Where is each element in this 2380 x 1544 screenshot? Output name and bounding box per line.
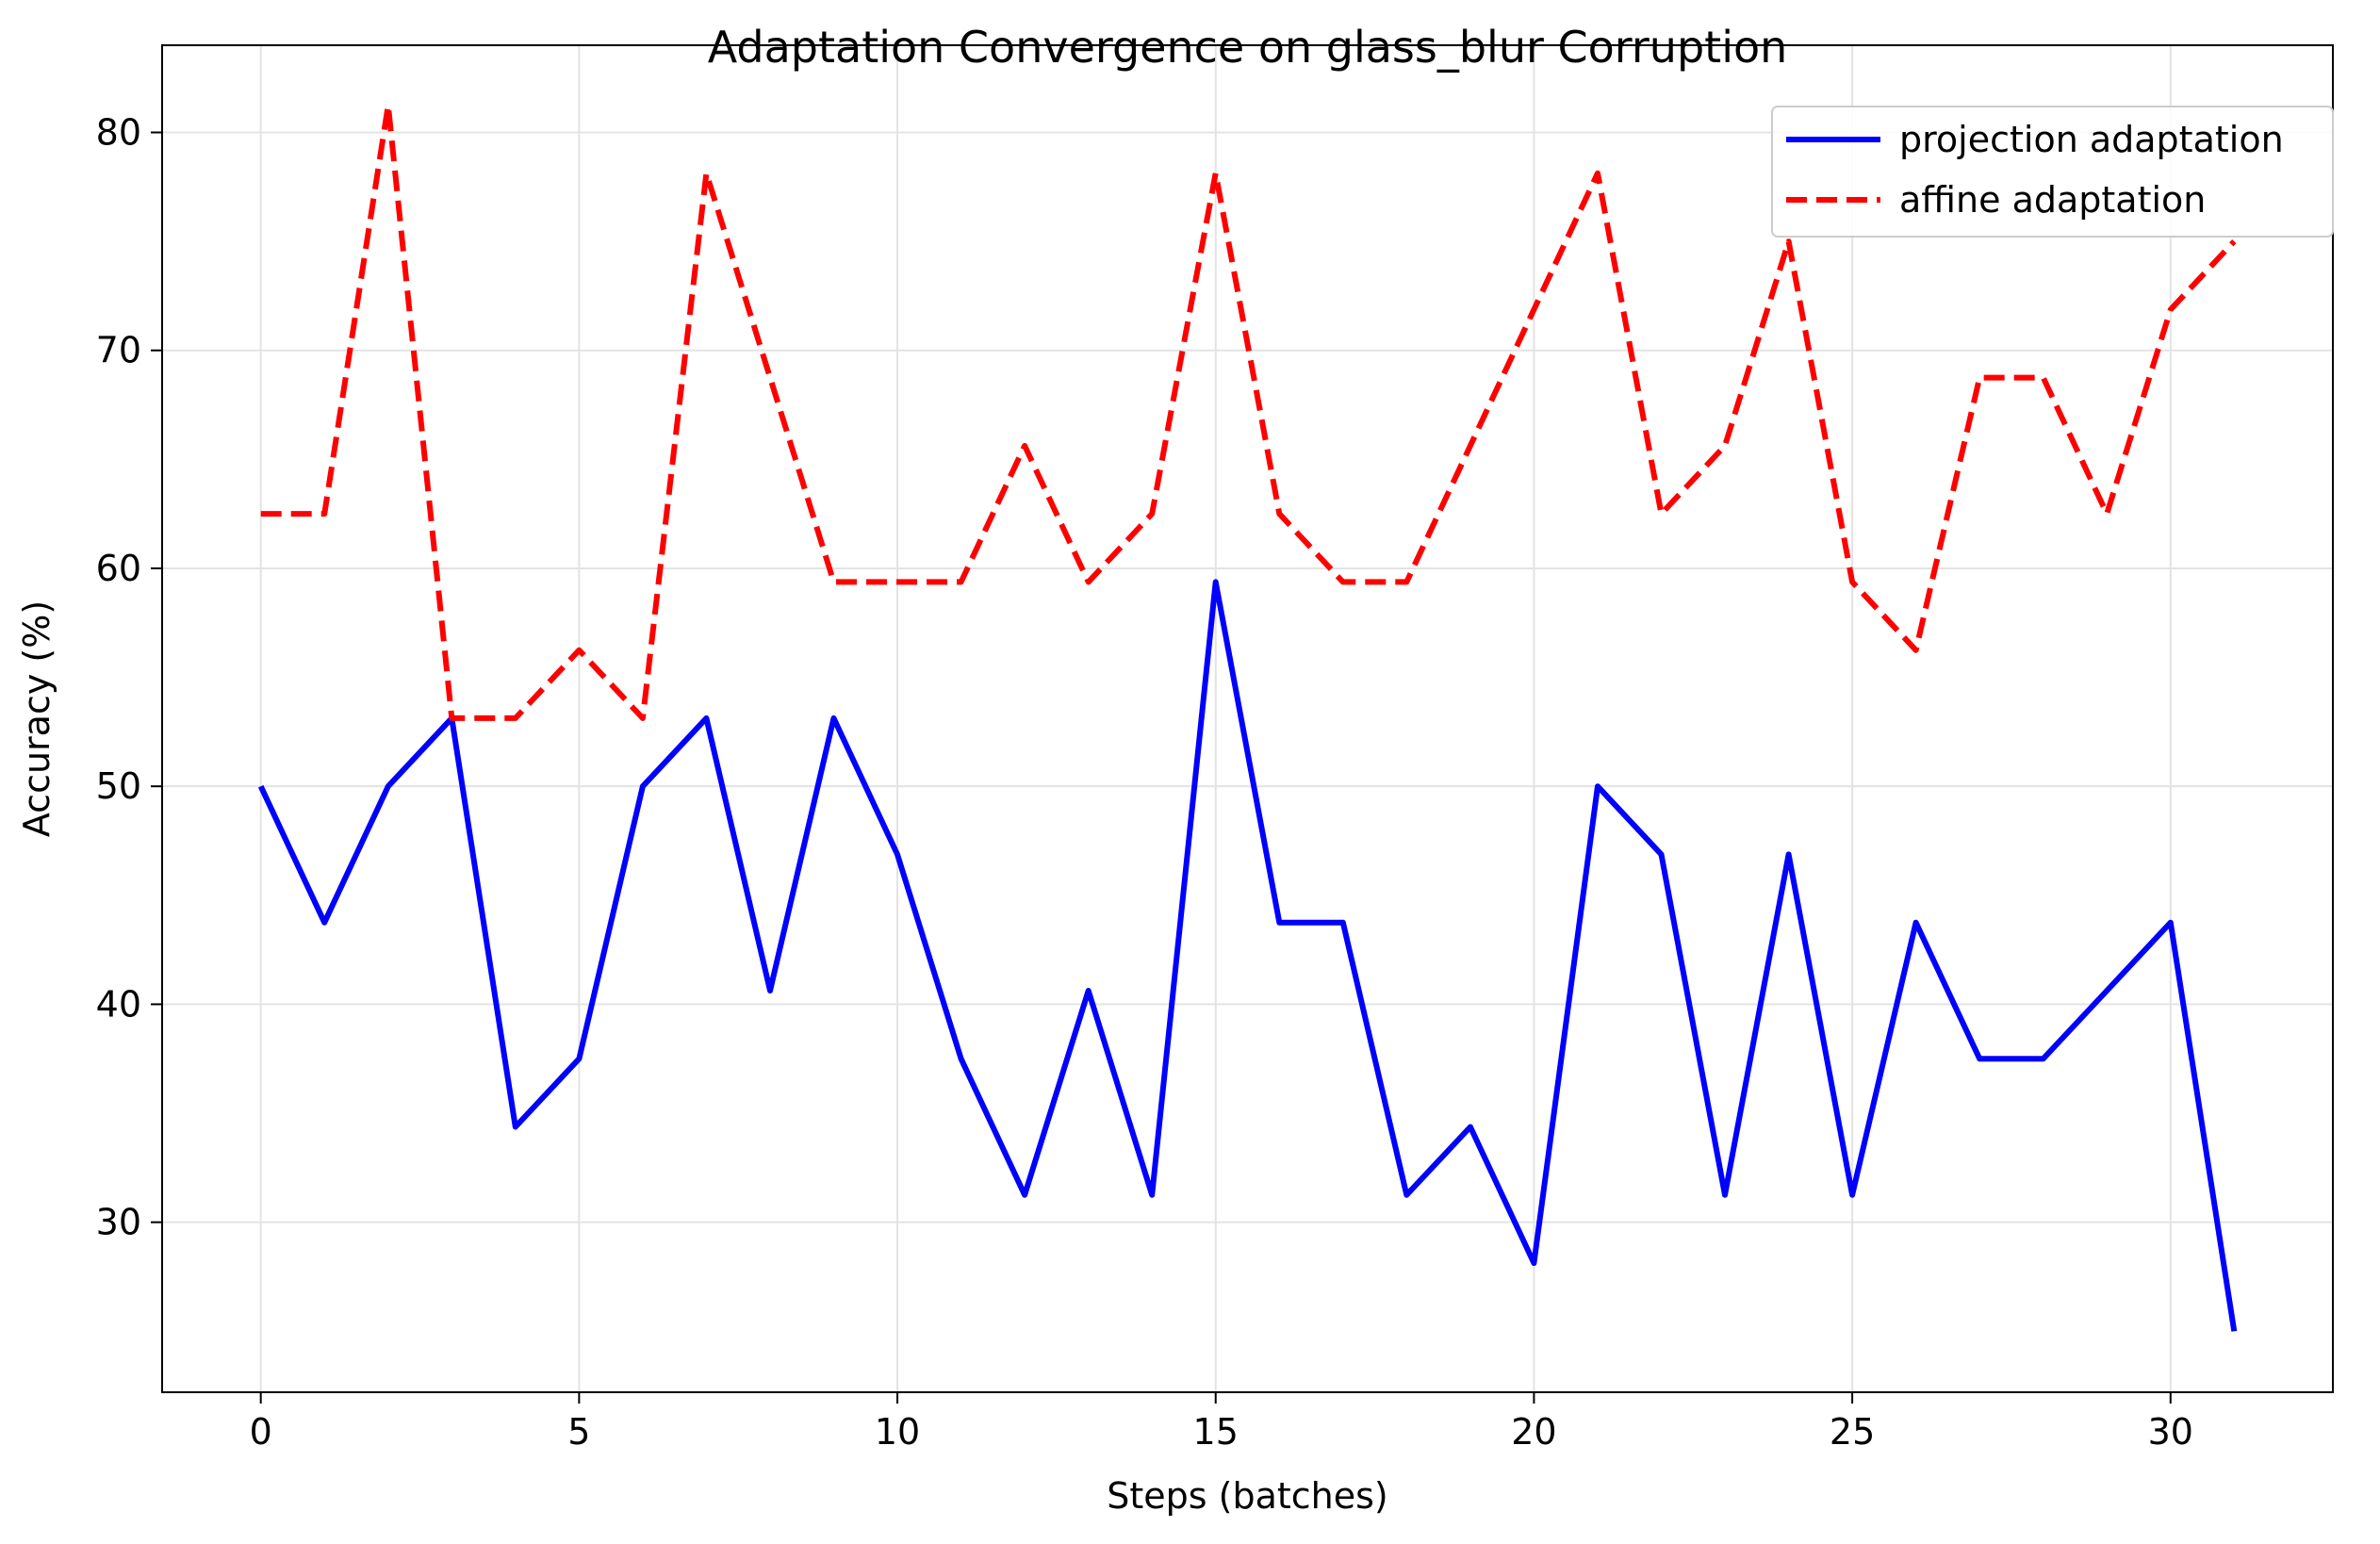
x-tick-label: 20: [1511, 1411, 1556, 1453]
y-tick-label: 50: [96, 765, 141, 807]
x-tick-label: 30: [2148, 1411, 2193, 1453]
series-layer: [257, 102, 2238, 1332]
series-line-projection: [257, 579, 2238, 1332]
axis-ticks: 0 5 10 15 20 25 30 30 40 50 60 70 80: [96, 111, 2193, 1453]
legend-box: [1771, 106, 2334, 238]
legend-label-affine: affine adaptation: [1899, 179, 2206, 221]
legend: projection adaptation affine adaptation: [1771, 106, 2334, 238]
x-tick-label: 0: [250, 1411, 272, 1453]
y-tick-label: 60: [96, 548, 141, 589]
y-tick-label: 80: [96, 111, 141, 153]
series-line-affine: [260, 102, 2237, 721]
plot-frame: [161, 44, 2334, 1393]
x-tick-label: 15: [1193, 1411, 1239, 1453]
chart-title: Adaptation Convergence on glass_blur Cor…: [708, 22, 1788, 73]
grid: [162, 45, 2333, 1392]
legend-label-projection: projection adaptation: [1899, 119, 2284, 160]
y-tick-label: 70: [96, 330, 141, 371]
y-tick-label: 40: [96, 983, 141, 1025]
y-axis-label: Accuracy (%): [16, 600, 57, 837]
x-tick-label: 10: [875, 1411, 920, 1453]
x-tick-label: 5: [567, 1411, 590, 1453]
x-axis-label: Steps (batches): [1107, 1475, 1388, 1517]
x-tick-label: 25: [1830, 1411, 1875, 1453]
y-tick-label: 30: [96, 1202, 141, 1243]
